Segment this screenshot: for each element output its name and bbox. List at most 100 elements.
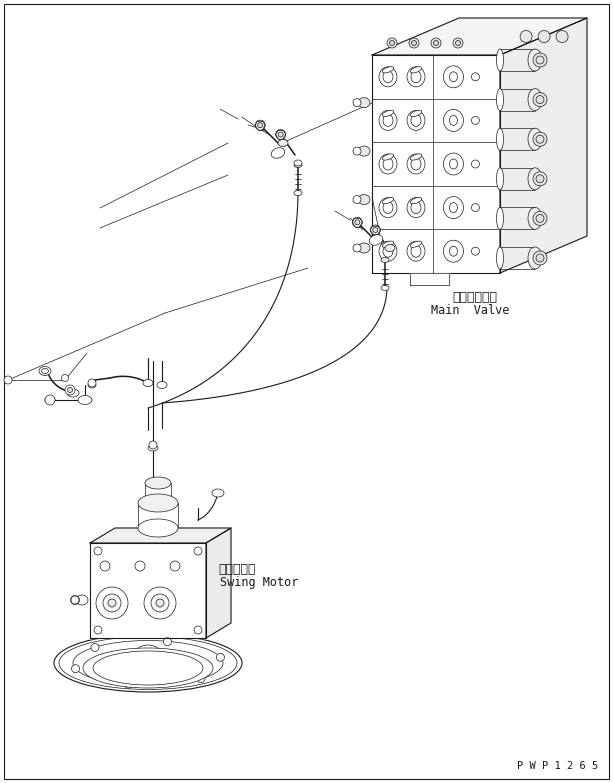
Circle shape (103, 594, 121, 612)
Ellipse shape (471, 204, 479, 211)
Circle shape (536, 254, 544, 262)
Circle shape (65, 385, 75, 395)
Text: Swing Motor: Swing Motor (220, 576, 299, 589)
Ellipse shape (383, 197, 394, 204)
Circle shape (156, 599, 164, 607)
Polygon shape (206, 528, 231, 638)
Ellipse shape (497, 128, 503, 150)
Ellipse shape (39, 366, 51, 376)
Ellipse shape (449, 115, 457, 125)
Circle shape (533, 171, 547, 186)
Ellipse shape (410, 197, 422, 204)
Circle shape (536, 96, 544, 103)
Ellipse shape (411, 158, 421, 170)
Ellipse shape (369, 235, 383, 245)
Ellipse shape (528, 49, 542, 71)
Ellipse shape (407, 197, 425, 218)
Ellipse shape (294, 160, 302, 166)
Ellipse shape (138, 519, 178, 537)
Circle shape (520, 31, 532, 42)
Ellipse shape (358, 243, 370, 253)
Text: P W P 1 2 6 5: P W P 1 2 6 5 (517, 761, 598, 771)
Circle shape (94, 547, 102, 555)
Polygon shape (90, 543, 206, 638)
Circle shape (151, 594, 169, 612)
Ellipse shape (383, 154, 394, 160)
Ellipse shape (383, 245, 393, 257)
Polygon shape (372, 18, 587, 55)
Ellipse shape (407, 154, 425, 174)
Ellipse shape (497, 88, 503, 110)
Ellipse shape (407, 241, 425, 262)
Ellipse shape (471, 247, 479, 255)
Ellipse shape (42, 369, 48, 373)
Circle shape (373, 228, 378, 233)
Circle shape (96, 587, 128, 619)
Ellipse shape (383, 114, 393, 126)
Ellipse shape (497, 207, 503, 229)
Circle shape (194, 547, 202, 555)
Ellipse shape (145, 477, 171, 489)
Text: 旋回モータ: 旋回モータ (218, 563, 256, 576)
Ellipse shape (76, 595, 88, 605)
Ellipse shape (528, 88, 542, 110)
Ellipse shape (93, 651, 203, 685)
Ellipse shape (143, 380, 153, 387)
Ellipse shape (353, 196, 361, 204)
Ellipse shape (443, 153, 463, 175)
Circle shape (138, 653, 158, 673)
Ellipse shape (385, 244, 395, 251)
Circle shape (536, 56, 544, 64)
Circle shape (164, 637, 172, 646)
Circle shape (536, 175, 544, 182)
Ellipse shape (410, 154, 422, 160)
Polygon shape (410, 273, 449, 285)
Circle shape (533, 251, 547, 265)
Circle shape (100, 561, 110, 571)
Ellipse shape (411, 245, 421, 257)
Ellipse shape (383, 241, 394, 247)
Circle shape (431, 38, 441, 48)
Ellipse shape (379, 154, 397, 174)
Ellipse shape (379, 197, 397, 218)
Circle shape (433, 41, 438, 45)
Ellipse shape (449, 203, 457, 213)
Ellipse shape (379, 241, 397, 262)
Ellipse shape (59, 637, 237, 690)
Circle shape (533, 211, 547, 226)
Circle shape (387, 38, 397, 48)
Ellipse shape (443, 110, 463, 132)
Circle shape (71, 596, 79, 604)
Circle shape (536, 135, 544, 143)
Polygon shape (500, 18, 587, 273)
Circle shape (124, 680, 132, 688)
Ellipse shape (278, 139, 288, 146)
Ellipse shape (45, 396, 55, 403)
Circle shape (216, 653, 224, 662)
Ellipse shape (410, 241, 422, 247)
Ellipse shape (410, 67, 422, 73)
Ellipse shape (383, 110, 394, 117)
Circle shape (61, 374, 69, 381)
Ellipse shape (379, 67, 397, 87)
Ellipse shape (411, 201, 421, 214)
Polygon shape (372, 55, 500, 273)
Circle shape (170, 561, 180, 571)
Circle shape (144, 587, 176, 619)
Ellipse shape (157, 381, 167, 388)
Circle shape (72, 665, 80, 673)
Circle shape (67, 388, 72, 392)
Ellipse shape (381, 258, 389, 262)
Circle shape (257, 123, 263, 128)
Ellipse shape (471, 117, 479, 124)
Ellipse shape (103, 649, 193, 677)
Ellipse shape (212, 489, 224, 497)
Circle shape (533, 132, 547, 146)
Circle shape (355, 220, 360, 225)
Ellipse shape (443, 66, 463, 88)
Ellipse shape (383, 158, 393, 170)
Circle shape (533, 53, 547, 67)
Circle shape (409, 38, 419, 48)
Circle shape (91, 644, 99, 651)
Circle shape (255, 121, 265, 130)
